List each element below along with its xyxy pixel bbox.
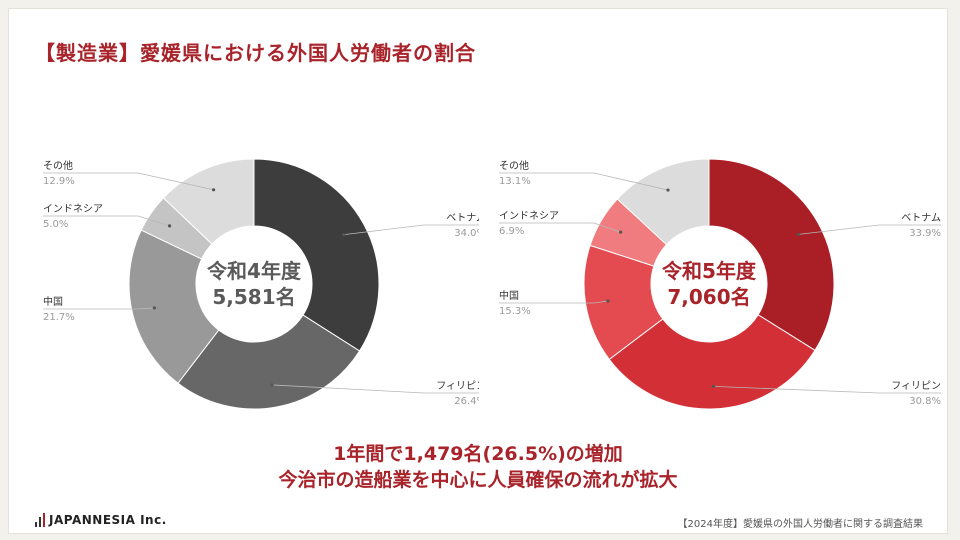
center-label-year: 令和5年度	[662, 259, 757, 283]
label-other: その他	[499, 159, 529, 172]
pct-china: 21.7%	[43, 312, 75, 323]
label-philippines: フィリピン	[891, 380, 941, 392]
leader-dot-indonesia	[619, 230, 623, 234]
leader-dot-philippines	[711, 384, 716, 389]
pct-indonesia: 5.0%	[43, 219, 68, 230]
leader-line-philippines	[713, 386, 941, 394]
pct-other: 13.1%	[499, 176, 531, 187]
source-note: 【2024年度】愛媛県の外国人労働者に関する調査結果	[677, 519, 923, 530]
center-label-year: 令和4年度	[207, 259, 302, 283]
leader-line-vietnam	[798, 224, 941, 235]
leader-dot-china	[152, 306, 156, 310]
pct-china: 15.3%	[499, 306, 531, 317]
slice-china	[128, 229, 220, 384]
slice-philippines	[177, 314, 361, 410]
label-vietnam: ベトナム	[446, 212, 479, 224]
pct-philippines: 30.8%	[909, 396, 941, 407]
leader-dot-vietnam	[342, 233, 346, 237]
donut-chart-r5: ベトナム 33.9% フィリピン 30.8% 中国 15.3% インドネシア 6.9% その他 1…	[499, 158, 941, 410]
leader-dot-china	[606, 299, 610, 303]
leader-dot-philippines	[270, 383, 274, 387]
pct-vietnam: 33.9%	[909, 228, 941, 239]
leader-line-vietnam	[343, 224, 479, 236]
pct-other: 12.9%	[43, 176, 75, 187]
slide: 【製造業】愛媛県における外国人労働者の割合 ベトナム 34.0% フィリピン 26.4…	[8, 8, 948, 534]
slice-vietnam	[708, 158, 835, 352]
leader-dot-other	[211, 188, 216, 192]
leader-line-china	[43, 307, 155, 310]
center-label-total: 5,581名	[212, 285, 295, 309]
slice-other	[616, 158, 710, 246]
leader-line-indonesia	[43, 215, 170, 227]
slice-vietnam	[253, 158, 380, 352]
leader-line-other	[499, 172, 669, 191]
company-logo: JAPANNESIA Inc.	[35, 513, 167, 527]
pct-vietnam: 34.0%	[454, 228, 479, 239]
logo-text: JAPANNESIA Inc.	[49, 513, 167, 527]
label-china: 中国	[43, 295, 63, 308]
center-label-total: 7,060名	[667, 285, 750, 309]
leader-line-philippines	[271, 384, 479, 394]
logo-mark-icon	[35, 513, 45, 527]
leader-line-other	[43, 172, 214, 191]
page-title: 【製造業】愛媛県における外国人労働者の割合	[35, 41, 476, 65]
leader-line-china	[499, 300, 608, 304]
summary-line-1: 1年間で1,479名(26.5%)の増加	[333, 443, 623, 465]
label-vietnam: ベトナム	[901, 212, 941, 224]
pct-indonesia: 6.9%	[499, 226, 524, 237]
slice-philippines	[608, 314, 816, 410]
label-philippines: フィリピン	[436, 380, 479, 392]
label-indonesia: インドネシア	[43, 203, 103, 215]
donut-chart-r4: ベトナム 34.0% フィリピン 26.4% 中国 21.7% インドネシア 5.0% その他 1…	[43, 158, 479, 410]
label-china: 中国	[499, 289, 519, 302]
summary-line-2: 今治市の造船業を中心に人員確保の流れが拡大	[278, 469, 678, 491]
leader-dot-vietnam	[797, 232, 801, 236]
label-indonesia: インドネシア	[499, 210, 559, 222]
leader-line-indonesia	[499, 222, 621, 233]
pct-philippines: 26.4%	[454, 396, 479, 407]
leader-dot-other	[666, 188, 670, 192]
leader-dot-indonesia	[167, 224, 172, 228]
slice-other	[162, 158, 255, 245]
label-other: その他	[43, 159, 73, 172]
